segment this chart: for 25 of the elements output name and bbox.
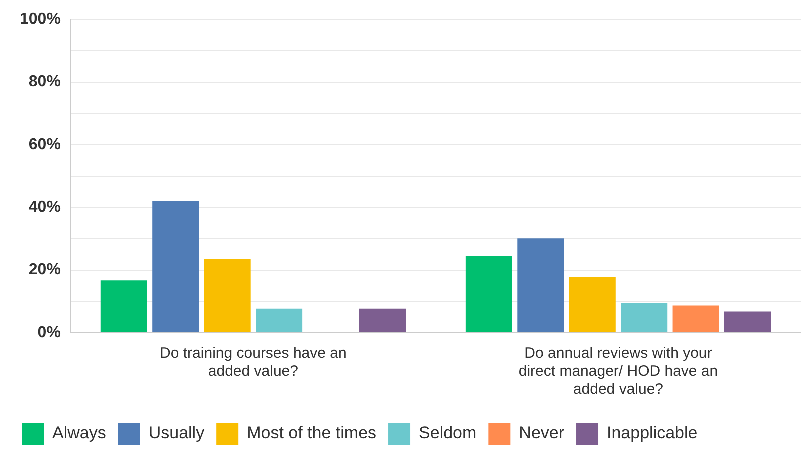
y-tick-label: 60% [28, 136, 61, 154]
bar [724, 312, 772, 332]
legend-label: Usually [148, 424, 206, 443]
bar [359, 308, 406, 332]
bar [672, 306, 720, 332]
y-tick-label: 100% [20, 11, 61, 28]
legend-label: Inapplicable [607, 424, 698, 443]
legend-label: Most of the times [247, 424, 377, 443]
y-tick-label: 20% [28, 262, 61, 279]
legend-label: Seldom [419, 424, 477, 443]
bar [204, 259, 251, 332]
bar [100, 280, 148, 332]
bar [518, 238, 564, 332]
y-tick-label: 0% [38, 324, 61, 342]
x-tick-label: Do training courses have an added value? [160, 345, 347, 380]
y-tick-label: 80% [28, 74, 61, 91]
bar [256, 308, 303, 332]
x-tick-label: Do annual reviews with your direct manager/ HOD have an added value? [518, 345, 718, 398]
bar [621, 303, 668, 332]
y-tick-label: 40% [28, 199, 61, 216]
legend-label: Never [519, 424, 565, 443]
bar [152, 201, 200, 332]
bar [569, 278, 616, 332]
legend-label: Always [52, 424, 106, 443]
bar [466, 256, 512, 332]
